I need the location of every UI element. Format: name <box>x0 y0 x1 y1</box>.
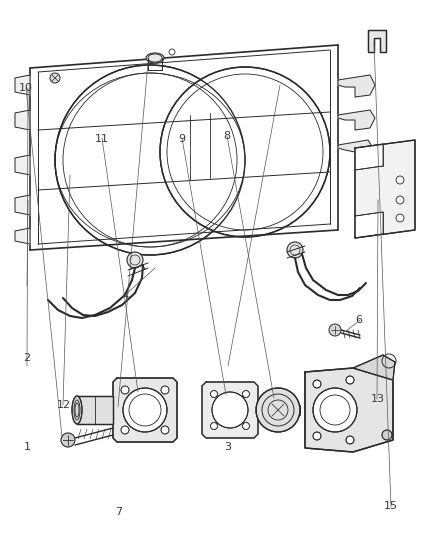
Circle shape <box>55 65 245 255</box>
Circle shape <box>329 324 341 336</box>
Polygon shape <box>368 30 386 52</box>
Circle shape <box>127 252 143 268</box>
Polygon shape <box>355 144 383 170</box>
Circle shape <box>313 380 321 388</box>
Circle shape <box>160 67 330 237</box>
Text: 13: 13 <box>371 394 385 403</box>
Circle shape <box>161 426 169 434</box>
Polygon shape <box>355 212 383 238</box>
Text: 11: 11 <box>95 134 109 143</box>
Circle shape <box>287 242 303 258</box>
Ellipse shape <box>146 53 164 63</box>
Text: 6: 6 <box>356 315 363 325</box>
Circle shape <box>256 388 300 432</box>
Polygon shape <box>15 155 30 175</box>
Polygon shape <box>15 75 30 95</box>
Circle shape <box>211 423 218 430</box>
Polygon shape <box>353 355 395 380</box>
Circle shape <box>121 426 129 434</box>
Polygon shape <box>305 368 393 452</box>
Circle shape <box>382 430 392 440</box>
Circle shape <box>212 392 248 428</box>
Ellipse shape <box>72 396 82 424</box>
Text: 4: 4 <box>121 291 128 301</box>
Text: 9: 9 <box>178 134 185 143</box>
Text: 10: 10 <box>19 83 33 93</box>
Polygon shape <box>338 140 373 160</box>
Circle shape <box>346 436 354 444</box>
Text: 7: 7 <box>115 507 122 516</box>
Text: 15: 15 <box>384 502 398 511</box>
Text: 1: 1 <box>24 442 31 451</box>
Polygon shape <box>338 75 375 97</box>
Circle shape <box>161 386 169 394</box>
Circle shape <box>50 73 60 83</box>
Text: 3: 3 <box>224 442 231 451</box>
Polygon shape <box>77 396 113 424</box>
Circle shape <box>313 432 321 440</box>
Text: 12: 12 <box>57 400 71 410</box>
Text: 8: 8 <box>223 131 230 141</box>
Polygon shape <box>15 195 30 215</box>
Text: 2: 2 <box>24 353 31 363</box>
Polygon shape <box>15 228 30 244</box>
Circle shape <box>211 391 218 398</box>
Circle shape <box>123 388 167 432</box>
Circle shape <box>313 388 357 432</box>
Polygon shape <box>338 110 375 130</box>
Circle shape <box>346 376 354 384</box>
Polygon shape <box>202 382 258 438</box>
Polygon shape <box>113 378 177 442</box>
Polygon shape <box>15 110 30 130</box>
Circle shape <box>121 386 129 394</box>
Polygon shape <box>355 140 415 238</box>
Circle shape <box>243 423 250 430</box>
Circle shape <box>243 391 250 398</box>
Circle shape <box>61 433 75 447</box>
